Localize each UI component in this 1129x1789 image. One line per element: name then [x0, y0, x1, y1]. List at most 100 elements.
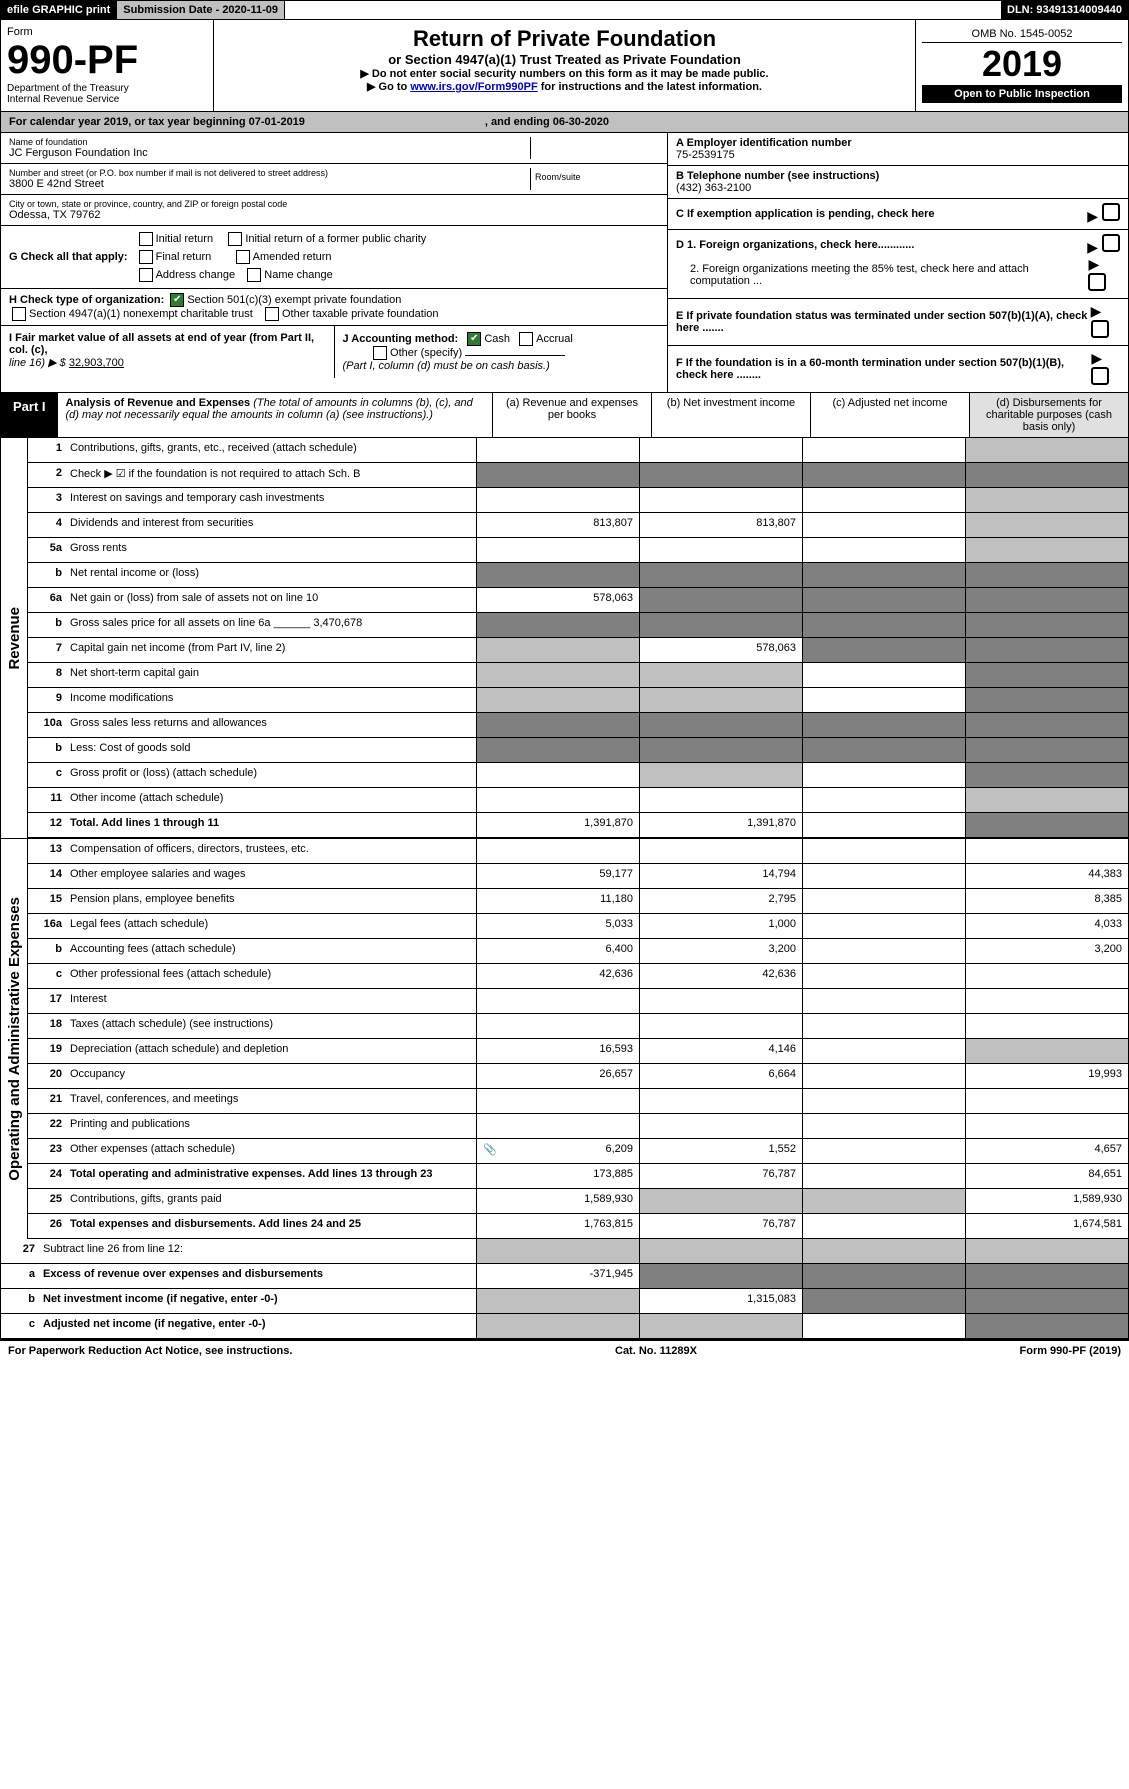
col-a-hdr: (a) Revenue and expenses per books — [492, 393, 651, 437]
opt-initial: Initial return — [156, 233, 213, 245]
cal-begin: For calendar year 2019, or tax year begi… — [9, 116, 305, 128]
cat-no: Cat. No. 11289X — [615, 1345, 697, 1357]
chk-final[interactable] — [139, 250, 153, 264]
j-label: J Accounting method: — [343, 333, 459, 345]
chk-d1[interactable] — [1102, 234, 1120, 252]
chk-d2[interactable] — [1088, 273, 1106, 291]
table-row: 19Depreciation (attach schedule) and dep… — [28, 1039, 1128, 1064]
row27c-lbl: Adjusted net income (if negative, enter … — [39, 1314, 476, 1338]
warn-goto: ▶ Go to www.irs.gov/Form990PF for instru… — [220, 80, 909, 93]
chk-amended[interactable] — [236, 250, 250, 264]
table-row: 1Contributions, gifts, grants, etc., rec… — [28, 438, 1128, 463]
address: 3800 E 42nd Street — [9, 178, 530, 190]
table-row: 23Other expenses (attach schedule)📎6,209… — [28, 1139, 1128, 1164]
table-row: cOther professional fees (attach schedul… — [28, 964, 1128, 989]
table-row: 10aGross sales less returns and allowanc… — [28, 713, 1128, 738]
submission-date: Submission Date - 2020-11-09 — [117, 1, 285, 19]
row27a-lbl: Excess of revenue over expenses and disb… — [39, 1264, 476, 1288]
i-label: I Fair market value of all assets at end… — [9, 332, 314, 356]
row27a-val: -371,945 — [476, 1264, 639, 1288]
efile-header: efile GRAPHIC print Submission Date - 20… — [0, 0, 1129, 20]
opt-amended: Amended return — [253, 251, 332, 263]
h-row: H Check type of organization: Section 50… — [1, 289, 667, 326]
table-row: 5aGross rents — [28, 538, 1128, 563]
tax-year: 2019 — [922, 43, 1122, 85]
g-row: G Check all that apply: Initial return I… — [1, 226, 667, 289]
g-label: G Check all that apply: — [9, 251, 128, 263]
warn-pre: ▶ Go to — [367, 81, 410, 93]
col-b-hdr: (b) Net investment income — [651, 393, 810, 437]
opt-initial-former: Initial return of a former public charit… — [245, 233, 426, 245]
table-row: 17Interest — [28, 989, 1128, 1014]
table-row: 14Other employee salaries and wages59,17… — [28, 864, 1128, 889]
i-line16: line 16) ▶ $ — [9, 357, 66, 369]
form-link[interactable]: www.irs.gov/Form990PF — [410, 81, 537, 93]
table-row: 24Total operating and administrative exp… — [28, 1164, 1128, 1189]
d1-label: D 1. Foreign organizations, check here..… — [676, 239, 914, 251]
table-row: 6aNet gain or (loss) from sale of assets… — [28, 588, 1128, 613]
chk-initial[interactable] — [139, 232, 153, 246]
h-label: H Check type of organization: — [9, 294, 164, 306]
room-label: Room/suite — [531, 168, 659, 190]
chk-501c3[interactable] — [170, 293, 184, 307]
opt-final: Final return — [156, 251, 212, 263]
table-row: 18Taxes (attach schedule) (see instructi… — [28, 1014, 1128, 1039]
chk-other-tax[interactable] — [265, 307, 279, 321]
table-row: 20Occupancy26,6576,66419,993 — [28, 1064, 1128, 1089]
table-row: 2Check ▶ ☑ if the foundation is not requ… — [28, 463, 1128, 488]
chk-name-change[interactable] — [247, 268, 261, 282]
footer: For Paperwork Reduction Act Notice, see … — [0, 1339, 1129, 1361]
table-row: 22Printing and publications — [28, 1114, 1128, 1139]
opt-addr-change: Address change — [156, 269, 236, 281]
chk-addr-change[interactable] — [139, 268, 153, 282]
part1-title: Analysis of Revenue and Expenses — [66, 397, 251, 409]
opt-other-tax: Other taxable private foundation — [282, 308, 439, 320]
row27b-lbl: Net investment income (if negative, ente… — [39, 1289, 476, 1313]
j-note: (Part I, column (d) must be on cash basi… — [343, 360, 550, 372]
side-expenses: Operating and Administrative Expenses — [6, 897, 23, 1181]
c-label: C If exemption application is pending, c… — [676, 208, 935, 220]
expenses-section: Operating and Administrative Expenses 13… — [0, 838, 1129, 1239]
d2-label: 2. Foreign organizations meeting the 85%… — [690, 263, 1088, 287]
table-row: 9Income modifications — [28, 688, 1128, 713]
chk-e[interactable] — [1091, 320, 1109, 338]
table-row: 16aLegal fees (attach schedule)5,0331,00… — [28, 914, 1128, 939]
table-row: 11Other income (attach schedule) — [28, 788, 1128, 813]
chk-c[interactable] — [1102, 203, 1120, 221]
pra-notice: For Paperwork Reduction Act Notice, see … — [8, 1345, 292, 1357]
chk-initial-former[interactable] — [228, 232, 242, 246]
tel-label: B Telephone number (see instructions) — [676, 170, 1120, 182]
name-label: Name of foundation — [9, 137, 530, 147]
chk-4947[interactable] — [12, 307, 26, 321]
form-title-row: Form 990-PF Department of the Treasury I… — [0, 20, 1129, 112]
line27-block: 27Subtract line 26 from line 12: aExcess… — [0, 1239, 1129, 1339]
efile-label: efile GRAPHIC print — [1, 1, 117, 19]
addr-label: Number and street (or P.O. box number if… — [9, 168, 530, 178]
dln: DLN: 93491314009440 — [1001, 1, 1128, 19]
table-row: cGross profit or (loss) (attach schedule… — [28, 763, 1128, 788]
warn-ssn: ▶ Do not enter social security numbers o… — [220, 67, 909, 80]
form-title: Return of Private Foundation — [220, 26, 909, 52]
dept: Department of the Treasury — [7, 83, 207, 94]
side-revenue: Revenue — [6, 607, 23, 670]
opt-accrual: Accrual — [536, 333, 573, 345]
form-subtitle: or Section 4947(a)(1) Trust Treated as P… — [220, 52, 909, 67]
part1-header: Part I Analysis of Revenue and Expenses … — [0, 393, 1129, 438]
identity-block: Name of foundation JC Ferguson Foundatio… — [0, 133, 1129, 393]
chk-f[interactable] — [1091, 367, 1109, 385]
row27-num: 27 — [1, 1239, 39, 1263]
table-row: bNet rental income or (loss) — [28, 563, 1128, 588]
chk-other-method[interactable] — [373, 346, 387, 360]
foundation-name: JC Ferguson Foundation Inc — [9, 147, 530, 159]
chk-accrual[interactable] — [519, 332, 533, 346]
city-label: City or town, state or province, country… — [9, 199, 659, 209]
table-row: bLess: Cost of goods sold — [28, 738, 1128, 763]
ein: 75-2539175 — [676, 149, 1120, 161]
col-c-hdr: (c) Adjusted net income — [810, 393, 969, 437]
table-row: 15Pension plans, employee benefits11,180… — [28, 889, 1128, 914]
tel: (432) 363-2100 — [676, 182, 1120, 194]
omb: OMB No. 1545-0052 — [922, 26, 1122, 43]
irs: Internal Revenue Service — [7, 94, 207, 105]
calendar-year-row: For calendar year 2019, or tax year begi… — [0, 112, 1129, 133]
chk-cash[interactable] — [467, 332, 481, 346]
